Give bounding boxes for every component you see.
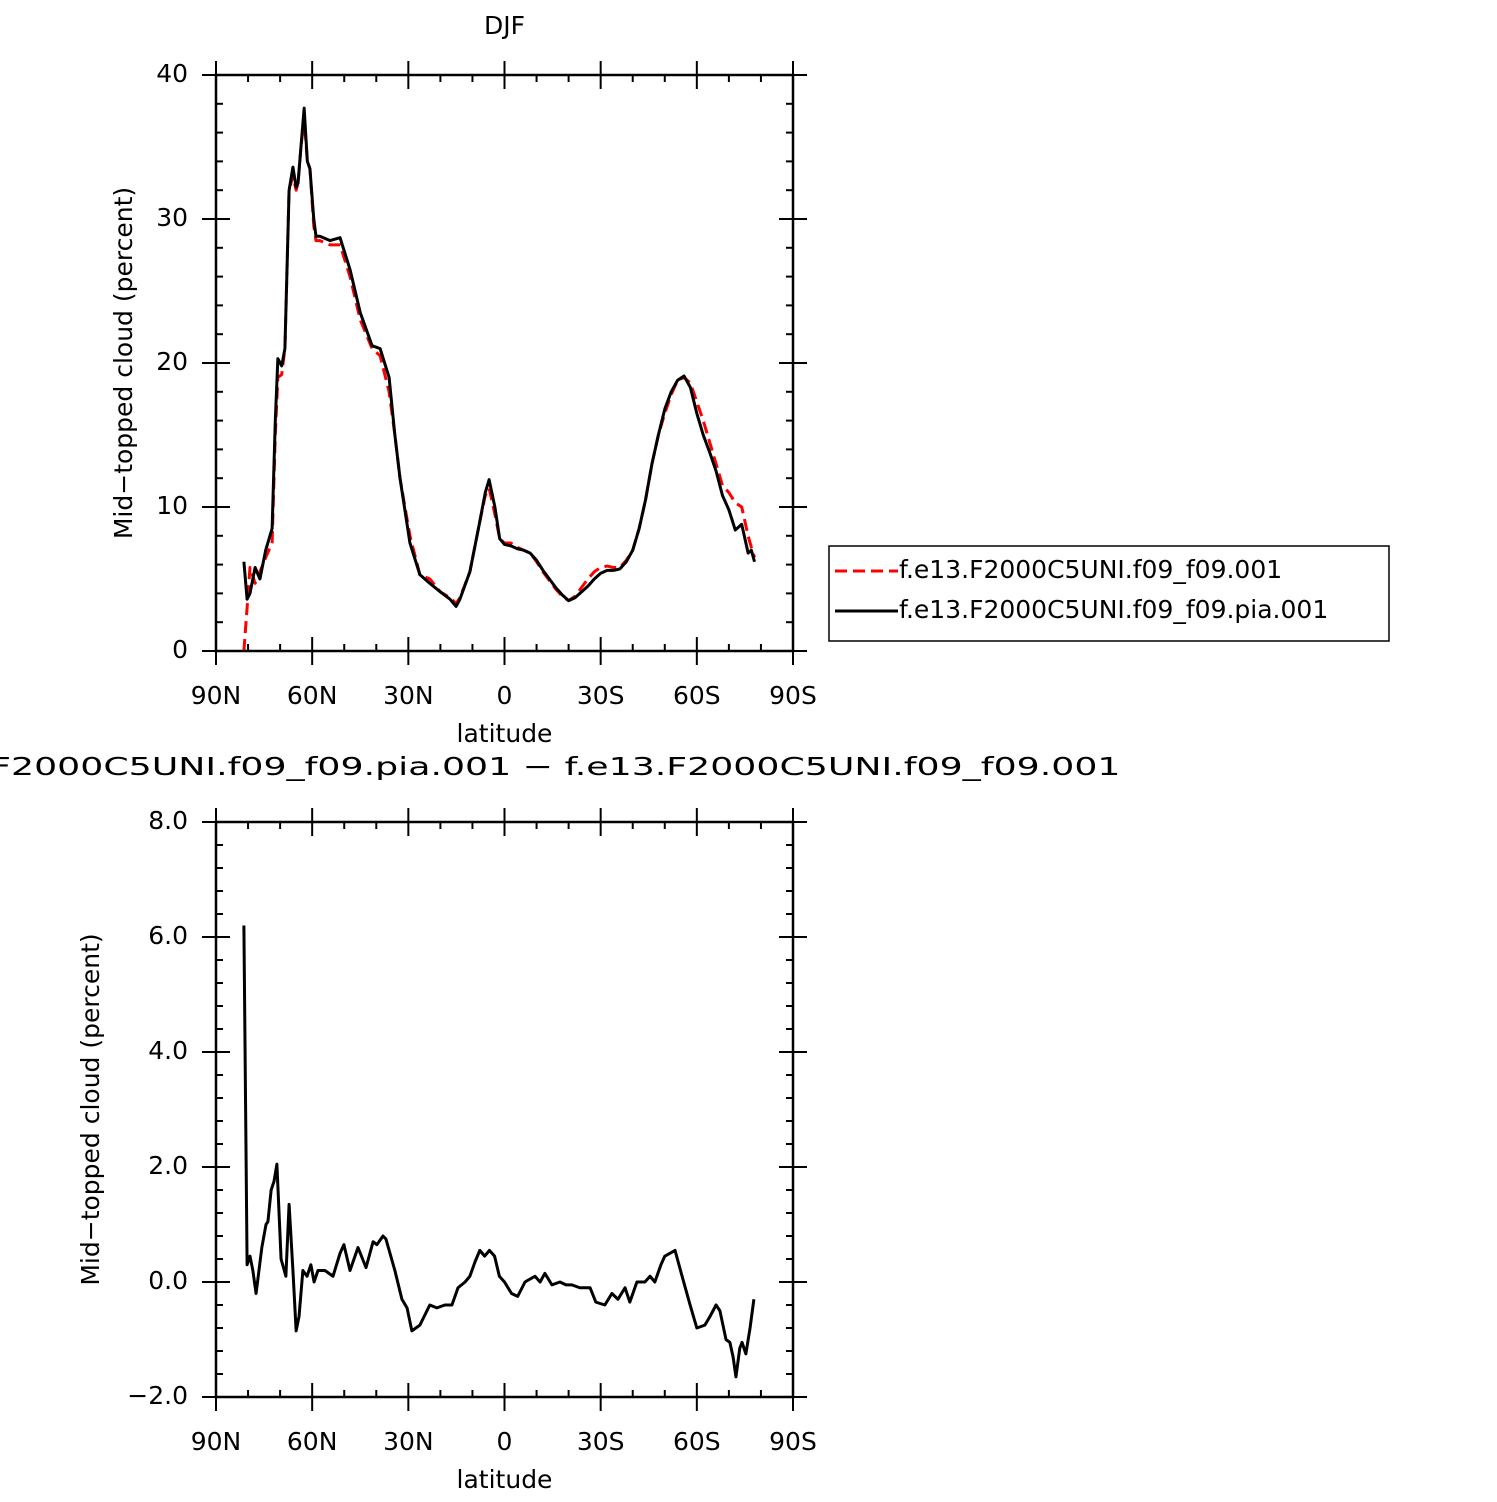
data-line: [242, 925, 756, 1379]
y-tick-label: 20: [156, 347, 188, 376]
x-tick-label: 30N: [383, 681, 434, 710]
y-tick-label: 0: [172, 635, 188, 664]
y-tick-label: 4.0: [148, 1036, 188, 1065]
plot-frame: [214, 820, 795, 1399]
x-tick-label: 90S: [769, 1427, 817, 1456]
x-tick-label: 90N: [191, 1427, 242, 1456]
x-tick-label: 30N: [383, 1427, 434, 1456]
y-axis-label: Mid−topped cloud (percent): [76, 933, 105, 1285]
y-tick-label: 8.0: [148, 806, 188, 835]
y-tick-label: −2.0: [127, 1381, 188, 1410]
y-axis-label: Mid−topped cloud (percent): [109, 187, 138, 539]
y-tick-label: 40: [156, 59, 188, 88]
x-tick-label: 60N: [287, 1427, 338, 1456]
plot-frame: [214, 73, 795, 653]
legend-label: f.e13.F2000C5UNI.f09_f09.001: [899, 555, 1282, 584]
legend-box: [828, 545, 1390, 642]
y-tick-label: 30: [156, 203, 188, 232]
x-tick-label: 60S: [673, 681, 721, 710]
chart-title: DJF: [484, 11, 525, 40]
x-tick-label: 30S: [577, 1427, 625, 1456]
data-line: [242, 116, 756, 652]
x-tick-label: 0: [497, 1427, 513, 1456]
y-tick-label: 0.0: [148, 1266, 188, 1295]
data-line: [242, 106, 756, 608]
y-tick-label: 10: [156, 491, 188, 520]
legend-label: f.e13.F2000C5UNI.f09_f09.pia.001: [899, 595, 1328, 624]
x-tick-label: 90N: [191, 681, 242, 710]
x-tick-label: 60S: [673, 1427, 721, 1456]
y-tick-label: 6.0: [148, 921, 188, 950]
y-tick-label: 2.0: [148, 1151, 188, 1180]
chart-title: f.e13.F2000C5UNI.f09_f09.pia.001 − f.e13…: [0, 752, 1121, 781]
x-axis-label: latitude: [457, 1465, 553, 1494]
x-tick-label: 0: [497, 681, 513, 710]
x-tick-label: 30S: [577, 681, 625, 710]
x-tick-label: 90S: [769, 681, 817, 710]
x-tick-label: 60N: [287, 681, 338, 710]
x-axis-label: latitude: [457, 719, 553, 748]
